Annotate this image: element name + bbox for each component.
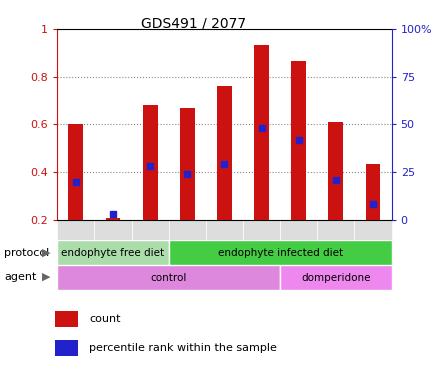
Bar bbox=[280, 220, 317, 286]
Text: protocol: protocol bbox=[4, 247, 50, 258]
Bar bbox=[57, 240, 169, 265]
Text: count: count bbox=[89, 314, 121, 324]
Bar bbox=[68, 124, 83, 220]
Bar bbox=[57, 220, 94, 286]
Text: percentile rank within the sample: percentile rank within the sample bbox=[89, 343, 277, 353]
Text: GDS491 / 2077: GDS491 / 2077 bbox=[141, 16, 246, 30]
Text: endophyte infected diet: endophyte infected diet bbox=[217, 248, 343, 258]
Bar bbox=[280, 265, 392, 290]
Text: control: control bbox=[150, 273, 187, 283]
Text: ▶: ▶ bbox=[42, 272, 51, 282]
Text: agent: agent bbox=[4, 272, 37, 282]
Bar bbox=[366, 164, 381, 220]
Bar bbox=[355, 220, 392, 286]
Bar bbox=[317, 220, 355, 286]
Bar bbox=[55, 311, 78, 327]
Bar bbox=[143, 105, 158, 220]
Bar bbox=[57, 265, 280, 290]
Bar bbox=[291, 61, 306, 220]
Bar bbox=[243, 220, 280, 286]
Bar bbox=[254, 45, 269, 220]
Bar bbox=[328, 122, 343, 220]
Text: endophyte free diet: endophyte free diet bbox=[61, 248, 165, 258]
Bar bbox=[180, 108, 194, 220]
Text: domperidone: domperidone bbox=[301, 273, 370, 283]
Bar bbox=[94, 220, 132, 286]
Bar bbox=[169, 240, 392, 265]
Bar bbox=[169, 220, 206, 286]
Bar bbox=[55, 340, 78, 356]
Bar bbox=[217, 86, 232, 220]
Text: ▶: ▶ bbox=[42, 247, 51, 258]
Bar bbox=[106, 219, 121, 220]
Bar bbox=[206, 220, 243, 286]
Bar bbox=[132, 220, 169, 286]
